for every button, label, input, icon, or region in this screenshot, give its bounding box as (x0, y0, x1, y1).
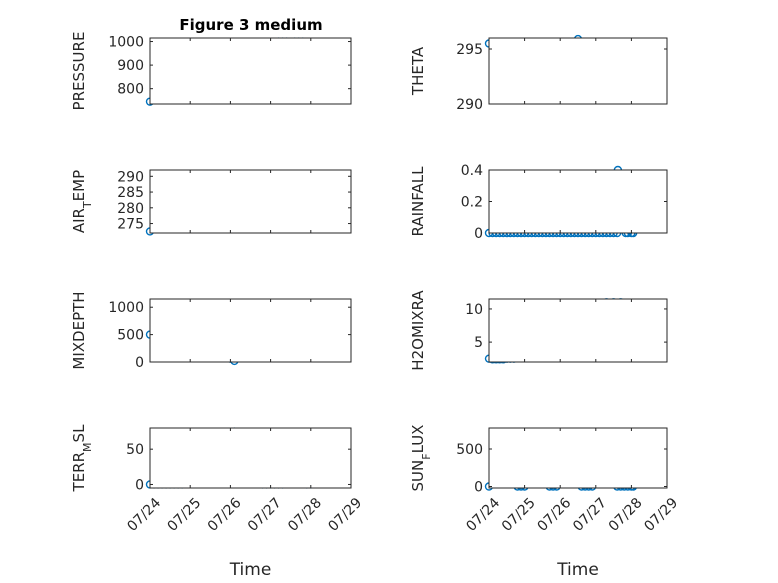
y-tick-label: 10 (465, 302, 483, 318)
axes-box (488, 169, 668, 234)
y-axis-label: SUNFLUX (409, 425, 433, 492)
axes-box (149, 169, 352, 234)
axes-box (149, 298, 352, 363)
y-tick-label: 0 (135, 355, 144, 371)
y-tick-label: 0.4 (461, 163, 483, 179)
axes-box (488, 298, 668, 363)
y-axis-label: MIXDEPTH (70, 291, 88, 369)
y-axis-label: TERRMSL (70, 424, 94, 493)
axes-box (149, 37, 352, 105)
x-axis-label: Time (229, 560, 272, 580)
y-axis-label: PRESSURE (70, 32, 88, 111)
subplot-mixdepth: 0 500 1000 MIXDEPTH (70, 291, 352, 371)
y-tick-label: 1000 (108, 300, 144, 316)
axes-box (488, 37, 668, 105)
y-tick-label: 5 (474, 335, 483, 351)
y-tick-label: 1000 (108, 35, 144, 51)
subplot-pressure: 800 900 1000 PRESSURE (70, 32, 352, 111)
x-axis-label: Time (556, 560, 599, 580)
y-tick-label: 900 (117, 58, 144, 74)
y-axis-label: THETA (409, 46, 427, 96)
y-tick-label: 800 (117, 82, 144, 98)
figure-title: Figure 3 medium (179, 16, 322, 34)
y-tick-label: 50 (126, 442, 144, 458)
y-tick-label: 0 (474, 480, 483, 496)
y-tick-label: 295 (456, 42, 483, 58)
y-tick-label: 500 (117, 328, 144, 344)
y-axis-label: RAINFALL (409, 166, 427, 237)
y-axis-label: AIRTEMP (70, 170, 94, 233)
subplot-h2omixra: 5 10 H2OMIXRA (409, 290, 668, 371)
y-tick-label: 280 (117, 201, 144, 217)
subplot-theta: 290 295 THETA (409, 34, 668, 113)
axes-box (488, 427, 668, 489)
y-tick-label: 0.2 (461, 195, 483, 211)
subplot-rainfall: 0 0.2 0.4 RAINFALL (409, 163, 668, 242)
axes-box (149, 427, 352, 489)
y-tick-label: 0 (135, 477, 144, 493)
y-tick-label: 275 (117, 217, 144, 233)
y-tick-label: 0 (474, 226, 483, 242)
y-tick-label: 500 (456, 442, 483, 458)
y-tick-label: 285 (117, 185, 144, 201)
y-axis-label: H2OMIXRA (409, 290, 427, 371)
y-tick-label: 290 (117, 169, 144, 185)
y-tick-label: 290 (456, 97, 483, 113)
